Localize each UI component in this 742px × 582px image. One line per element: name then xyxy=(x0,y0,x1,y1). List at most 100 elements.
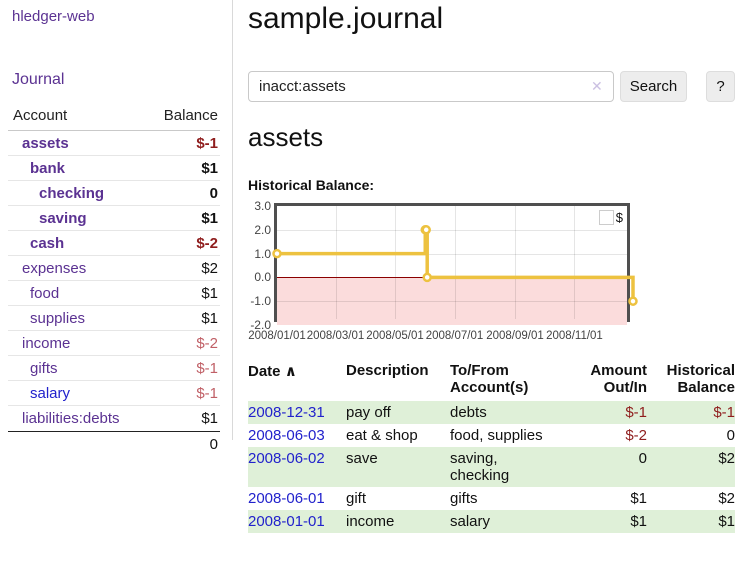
search-bar: ✕ Search ? xyxy=(248,71,735,103)
account-balance: $1 xyxy=(201,309,218,327)
sidebar: hledger-web Journal Account Balance asse… xyxy=(0,0,233,453)
transaction-description: eat & shop xyxy=(346,427,418,444)
historical-balance-chart: 3.0 2.0 1.0 0.0 -1.0 -2.0 $ 2008/01/01 2008/03… xyxy=(244,196,684,348)
account-balance: $-1 xyxy=(196,134,218,152)
account-balance: $-2 xyxy=(196,234,218,252)
sidebar-account-link[interactable]: gifts xyxy=(30,359,58,377)
register-row: 2008-06-03 eat & shop food, supplies $-2 0 xyxy=(248,424,735,447)
transaction-date-link[interactable]: 2008-01-01 xyxy=(248,513,325,530)
data-point-marker[interactable] xyxy=(422,272,432,283)
legend-label: $ xyxy=(615,210,623,225)
register-table: Date ∧ Description To/From Account(s) Am… xyxy=(248,360,735,533)
y-axis-tick-label: -1.0 xyxy=(250,294,271,309)
sidebar-account-link[interactable]: checking xyxy=(39,184,105,202)
account-row: supplies $1 xyxy=(8,306,220,331)
transaction-description: gift xyxy=(346,490,367,507)
transaction-amount: $1 xyxy=(630,490,647,507)
data-point-marker[interactable] xyxy=(421,225,431,235)
transaction-accounts: food, supplies xyxy=(450,427,543,444)
chart-legend: $ xyxy=(598,210,623,225)
transaction-balance: $-1 xyxy=(713,404,735,421)
transaction-accounts: salary xyxy=(450,513,491,530)
sidebar-account-link[interactable]: supplies xyxy=(30,309,86,327)
clear-search-icon[interactable]: ✕ xyxy=(591,78,603,94)
x-axis-tick-label: 2008/09/01 xyxy=(486,330,544,342)
data-point-marker[interactable] xyxy=(272,248,282,259)
description-column-header: Description xyxy=(346,362,429,379)
data-point-marker[interactable] xyxy=(628,296,638,306)
transaction-balance: $2 xyxy=(718,490,735,507)
sidebar-account-link[interactable]: bank xyxy=(30,159,66,177)
register-row: 2008-01-01 income salary $1 $1 xyxy=(248,510,735,533)
account-table-header: Account Balance xyxy=(8,107,220,131)
sidebar-account-link[interactable]: income xyxy=(22,334,71,352)
account-row: checking 0 xyxy=(8,181,220,206)
transaction-accounts: gifts xyxy=(450,490,478,507)
negative-region xyxy=(277,277,627,325)
total-balance: 0 xyxy=(209,435,218,453)
account-balance: $1 xyxy=(201,159,218,177)
account-row: expenses $2 xyxy=(8,256,220,281)
transaction-description: pay off xyxy=(346,404,391,421)
sidebar-account-link[interactable]: expenses xyxy=(22,259,87,277)
legend-swatch-icon xyxy=(598,210,614,225)
search-input[interactable] xyxy=(248,71,614,102)
chart-plot-area[interactable]: $ xyxy=(272,203,638,325)
transaction-date-link[interactable]: 2008-06-03 xyxy=(248,427,325,444)
transaction-description: income xyxy=(346,513,395,530)
balance-step-line xyxy=(272,225,638,306)
account-balance: $-1 xyxy=(196,384,218,402)
transaction-date-link[interactable]: 2008-12-31 xyxy=(248,404,325,421)
y-axis-tick-label: 0.0 xyxy=(254,270,271,285)
account-row: saving $1 xyxy=(8,206,220,231)
account-row: cash $-2 xyxy=(8,231,220,256)
sidebar-account-link[interactable]: cash xyxy=(30,234,65,252)
account-balance: $1 xyxy=(201,209,218,227)
help-button[interactable]: ? xyxy=(706,71,735,102)
balance-total-row: 0 xyxy=(8,431,220,456)
transaction-amount: $1 xyxy=(630,513,647,530)
transaction-accounts: debts xyxy=(450,404,487,421)
transaction-balance: 0 xyxy=(726,427,735,444)
transaction-balance: $2 xyxy=(718,450,735,467)
brand-link[interactable]: hledger-web xyxy=(12,8,95,25)
page-title: sample.journal xyxy=(248,2,444,35)
y-axis-tick-label: 1.0 xyxy=(254,246,271,261)
account-balance: $2 xyxy=(201,259,218,277)
transaction-amount: $-1 xyxy=(625,404,647,421)
account-heading: assets xyxy=(248,122,324,152)
balance-column-header-main: Historical Balance xyxy=(666,362,735,396)
accounts-column-header: To/From Account(s) xyxy=(450,362,529,396)
account-row: salary $-1 xyxy=(8,381,220,406)
transaction-date-link[interactable]: 2008-06-02 xyxy=(248,450,325,467)
x-axis-tick-label: 2008/05/01 xyxy=(366,330,424,342)
transaction-balance: $1 xyxy=(718,513,735,530)
register-row: 2008-06-01 gift gifts $1 $2 xyxy=(248,487,735,510)
date-column-header[interactable]: Date ∧ xyxy=(248,363,297,380)
transaction-date-link[interactable]: 2008-06-01 xyxy=(248,490,325,507)
sidebar-account-link[interactable]: food xyxy=(30,284,60,302)
account-row: gifts $-1 xyxy=(8,356,220,381)
account-column-header: Account xyxy=(13,107,68,124)
x-axis-tick-label: 2008/01/01 xyxy=(248,330,306,342)
sort-ascending-icon: ∧ xyxy=(284,363,297,380)
sidebar-account-link[interactable]: salary xyxy=(30,384,71,402)
account-row: liabilities:debts $1 xyxy=(8,406,220,431)
register-row: 2008-06-02 save saving, checking 0 $2 xyxy=(248,447,735,487)
sidebar-account-link[interactable]: liabilities:debts xyxy=(22,410,120,427)
account-balance: $1 xyxy=(201,284,218,302)
amount-column-header: Amount Out/In xyxy=(590,362,647,396)
transaction-description: save xyxy=(346,450,378,467)
sidebar-item-journal[interactable]: Journal xyxy=(12,71,65,88)
account-balance: $1 xyxy=(201,410,218,427)
register-row: 2008-12-31 pay off debts $-1 $-1 xyxy=(248,401,735,424)
account-row: income $-2 xyxy=(8,331,220,356)
account-balance-table: Account Balance assets $-1 bank $1 checking 0… xyxy=(8,107,220,456)
account-balance: 0 xyxy=(209,184,218,202)
account-row: bank $1 xyxy=(8,156,220,181)
account-row: assets $-1 xyxy=(8,131,220,156)
chart-title: Historical Balance: xyxy=(248,177,375,193)
sidebar-account-link[interactable]: saving xyxy=(39,209,87,227)
search-button[interactable]: Search xyxy=(620,71,687,102)
sidebar-account-link[interactable]: assets xyxy=(22,134,69,152)
